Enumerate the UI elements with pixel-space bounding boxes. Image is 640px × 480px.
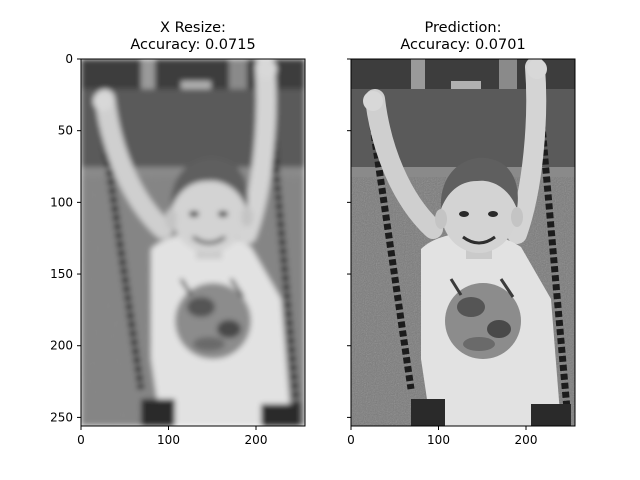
- right-axes-frame: [350, 58, 576, 427]
- left-y-tick-label: 50: [58, 124, 73, 138]
- left-title-line1: X Resize:: [160, 20, 226, 36]
- left-axes: X Resize: Accuracy: 0.0715 0 100 200 0 50 10…: [50, 20, 306, 447]
- right-axes: Prediction: Accuracy: 0.0701 0 100 200: [347, 20, 576, 447]
- left-x-tick-label: 200: [245, 433, 268, 447]
- left-y-tick-label: 0: [65, 52, 73, 66]
- left-y-ticks: 0 50 100 150 200 250: [50, 52, 81, 424]
- right-x-tick-label: 200: [515, 433, 538, 447]
- left-y-tick-label: 100: [50, 195, 73, 209]
- right-title-line2: Accuracy: 0.0701: [400, 37, 525, 53]
- right-x-ticks: 0 100 200: [347, 426, 537, 447]
- right-x-tick-label: 100: [427, 433, 450, 447]
- left-axes-frame: [80, 58, 306, 427]
- right-x-tick-label: 0: [347, 433, 355, 447]
- left-x-tick-label: 0: [77, 433, 85, 447]
- left-y-tick-label: 250: [50, 410, 73, 424]
- left-title-line2: Accuracy: 0.0715: [130, 37, 255, 53]
- right-title-line1: Prediction:: [425, 20, 502, 36]
- left-x-ticks: 0 100 200: [77, 426, 267, 447]
- left-image: [81, 59, 305, 426]
- left-y-tick-label: 150: [50, 267, 73, 281]
- left-y-tick-label: 200: [50, 339, 73, 353]
- right-y-ticks: [347, 58, 351, 418]
- right-image: [351, 59, 575, 426]
- left-x-tick-label: 100: [157, 433, 180, 447]
